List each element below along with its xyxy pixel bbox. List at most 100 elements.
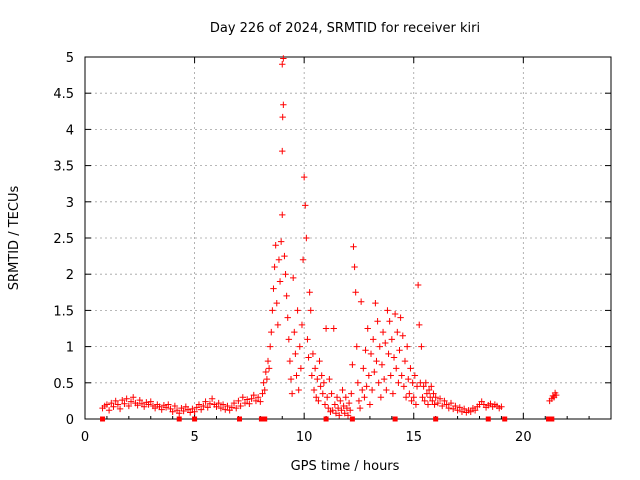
zero-value-marker (100, 416, 106, 422)
data-point (323, 394, 331, 401)
data-point (328, 390, 335, 397)
data-point (330, 325, 337, 332)
data-point (443, 401, 450, 408)
data-point (243, 396, 251, 403)
data-point (355, 397, 363, 405)
axis-ticks (84, 56, 611, 420)
y-tick-label: 3.5 (53, 160, 74, 175)
data-point (361, 394, 368, 401)
data-point (121, 400, 128, 407)
data-point (287, 375, 295, 383)
data-point (422, 379, 430, 386)
data-point (425, 386, 433, 394)
data-point (108, 399, 115, 407)
data-point (300, 173, 308, 181)
data-point (273, 299, 280, 307)
x-tick-label: 10 (296, 430, 313, 445)
data-point (306, 289, 313, 296)
zero-value-marker (258, 416, 264, 422)
data-point (222, 406, 229, 413)
x-tick-label: 5 (190, 430, 198, 445)
data-point (105, 407, 113, 414)
data-point (379, 328, 387, 336)
data-point (119, 396, 126, 404)
data-point (553, 391, 560, 399)
y-axis-title: SRMTID / TECUs (7, 186, 22, 291)
data-point (235, 397, 242, 405)
data-point (123, 395, 130, 402)
data-point (260, 379, 267, 386)
data-point (346, 407, 354, 414)
data-point (432, 394, 439, 401)
data-point (460, 405, 468, 413)
data-point (316, 357, 323, 365)
data-point (337, 397, 344, 405)
data-point (202, 398, 209, 405)
zero-value-marker (546, 416, 552, 422)
data-point (344, 412, 352, 419)
zero-value-marker (502, 416, 508, 422)
data-point (252, 397, 260, 405)
data-point (341, 410, 348, 417)
data-point (237, 402, 244, 410)
data-point (268, 328, 275, 336)
data-point (176, 410, 183, 417)
data-point (241, 399, 249, 407)
x-axis-title: GPS time / hours (291, 459, 400, 474)
data-point (283, 292, 290, 300)
y-tick-label: 4.5 (53, 87, 74, 102)
data-point (373, 357, 380, 365)
zero-value-marker (485, 416, 491, 422)
data-point (285, 336, 293, 343)
y-tick-label: 5 (66, 51, 74, 66)
data-point (314, 375, 321, 383)
data-point (292, 350, 299, 358)
data-point (320, 379, 328, 386)
data-point (424, 401, 432, 408)
data-point (254, 394, 262, 401)
data-point (297, 365, 305, 372)
data-point (200, 402, 207, 410)
data-point (338, 407, 345, 414)
data-point (365, 372, 373, 379)
data-point (331, 401, 339, 408)
data-point (362, 347, 369, 354)
data-point (333, 394, 341, 401)
data-point (272, 242, 279, 249)
data-point (342, 394, 350, 401)
data-point (436, 395, 444, 402)
data-point (250, 391, 257, 399)
data-point (263, 375, 271, 383)
data-point (396, 347, 403, 354)
data-point (421, 397, 428, 405)
data-point (206, 400, 214, 407)
data-point (158, 406, 165, 413)
data-point (430, 390, 437, 397)
data-point (239, 394, 246, 401)
data-point (261, 386, 268, 394)
data-point (303, 234, 310, 242)
zero-value-marker (549, 416, 555, 422)
data-point (275, 256, 283, 263)
data-point (277, 238, 285, 245)
data-point (363, 383, 370, 390)
data-point (151, 404, 159, 412)
data-point (431, 401, 438, 408)
data-point (318, 372, 325, 379)
data-point (356, 404, 364, 412)
data-point (445, 404, 453, 412)
data-point (372, 299, 379, 307)
data-point (305, 354, 312, 361)
zero-value-marker (323, 416, 329, 422)
data-point (271, 263, 278, 271)
data-point (434, 399, 442, 407)
data-point (125, 402, 133, 410)
data-point (169, 408, 176, 415)
data-point (264, 357, 272, 365)
data-point (408, 397, 415, 405)
data-point (406, 390, 413, 397)
data-point (378, 361, 386, 368)
data-point (180, 407, 187, 415)
data-point (233, 404, 240, 412)
